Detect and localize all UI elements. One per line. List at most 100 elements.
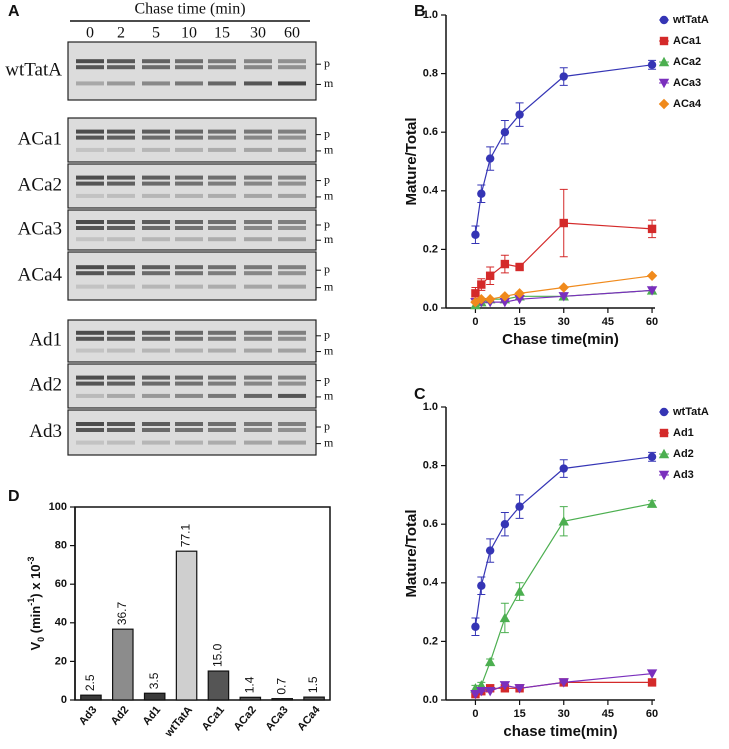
- marker: [485, 271, 495, 280]
- band-p: [208, 65, 236, 70]
- row-label: ACa3: [18, 218, 62, 239]
- band-m: [76, 393, 104, 398]
- marker: [515, 110, 524, 119]
- time-label: 15: [214, 25, 230, 42]
- band-p: [107, 271, 135, 276]
- legend-label: Ad2: [673, 448, 694, 460]
- band-label: p: [324, 372, 330, 386]
- band-p: [208, 129, 236, 134]
- band-p: [142, 135, 170, 140]
- row-label: Ad3: [29, 421, 62, 442]
- band-m: [175, 147, 203, 152]
- legend-marker: [658, 470, 670, 481]
- bar: [143, 692, 166, 701]
- y-tick-label: 0.0: [423, 694, 438, 706]
- band-p: [244, 265, 272, 270]
- legend-label: Ad1: [673, 427, 694, 439]
- x-tick-label: 30: [558, 316, 570, 328]
- gel-header: Chase time (min): [134, 1, 245, 18]
- band-m: [76, 348, 104, 353]
- band-p: [278, 220, 306, 224]
- legend-marker: [658, 98, 670, 110]
- band-label: p: [324, 328, 330, 342]
- band-m: [278, 81, 306, 86]
- band-p: [142, 65, 170, 70]
- band-p: [142, 330, 170, 335]
- band-label: m: [324, 279, 334, 293]
- y-tick-label: 1.0: [423, 9, 438, 21]
- band-p: [175, 220, 203, 224]
- band-p: [142, 271, 170, 276]
- marker: [471, 289, 480, 298]
- band-p: [244, 135, 272, 140]
- legend-label: ACa4: [673, 98, 702, 110]
- band-p: [76, 175, 104, 180]
- band-p: [278, 129, 306, 134]
- band-p: [76, 381, 104, 386]
- bar: [207, 670, 230, 701]
- band-p: [244, 175, 272, 180]
- legend-label: Ad3: [673, 469, 694, 481]
- bar: [271, 698, 293, 701]
- marker: [476, 687, 487, 697]
- band-m: [244, 147, 272, 152]
- band-m: [278, 348, 306, 353]
- marker: [647, 224, 657, 234]
- y-tick-label: 0.8: [423, 460, 438, 472]
- band-p: [175, 129, 203, 134]
- time-label: 0: [86, 25, 94, 42]
- y-axis-label-part: -3: [26, 556, 36, 564]
- band-m: [76, 81, 104, 86]
- marker: [646, 498, 658, 508]
- band-m: [175, 81, 203, 86]
- legend-marker: [658, 78, 670, 89]
- band-m: [278, 393, 306, 398]
- value-label: 15.0: [211, 643, 225, 667]
- y-axis-label-part: 0: [36, 637, 46, 642]
- band-p: [175, 330, 203, 335]
- band-m: [175, 284, 203, 289]
- bar: [303, 696, 325, 701]
- band-m: [244, 193, 272, 198]
- band-m: [175, 193, 203, 198]
- band-p: [142, 181, 170, 186]
- band-p: [76, 65, 104, 70]
- band-p: [107, 59, 135, 64]
- band-m: [208, 440, 236, 445]
- legend-marker: [659, 36, 669, 46]
- band-m: [142, 237, 170, 242]
- band-p: [244, 226, 272, 230]
- band-p: [278, 59, 306, 64]
- band-p: [76, 181, 104, 186]
- x-tick-label: 15: [513, 708, 525, 720]
- marker: [647, 452, 657, 462]
- band-m: [244, 81, 272, 86]
- band-p: [208, 428, 236, 432]
- band-label: m: [324, 143, 334, 157]
- marker: [484, 656, 496, 667]
- bar: [112, 628, 134, 701]
- marker: [558, 516, 569, 526]
- x-tick-label: wtTatA: [162, 704, 195, 740]
- marker: [484, 687, 496, 697]
- band-p: [244, 181, 272, 186]
- band-m: [107, 193, 135, 198]
- band-m: [142, 81, 170, 86]
- band-m: [244, 348, 272, 353]
- value-label: 0.7: [274, 678, 288, 695]
- row-label: Ad1: [29, 329, 62, 350]
- band-m: [278, 193, 306, 198]
- band-p: [278, 375, 306, 380]
- gel: [67, 163, 317, 209]
- y-tick-label: 0.2: [423, 243, 438, 255]
- gel: [67, 409, 317, 456]
- legend-label: wtTatA: [672, 14, 709, 26]
- band-p: [142, 220, 170, 224]
- legend-marker: [658, 448, 670, 459]
- band-p: [208, 381, 236, 386]
- marker: [559, 218, 568, 228]
- legend-label: ACa2: [673, 56, 701, 68]
- marker: [646, 270, 658, 281]
- marker: [515, 502, 524, 511]
- marker: [646, 286, 658, 296]
